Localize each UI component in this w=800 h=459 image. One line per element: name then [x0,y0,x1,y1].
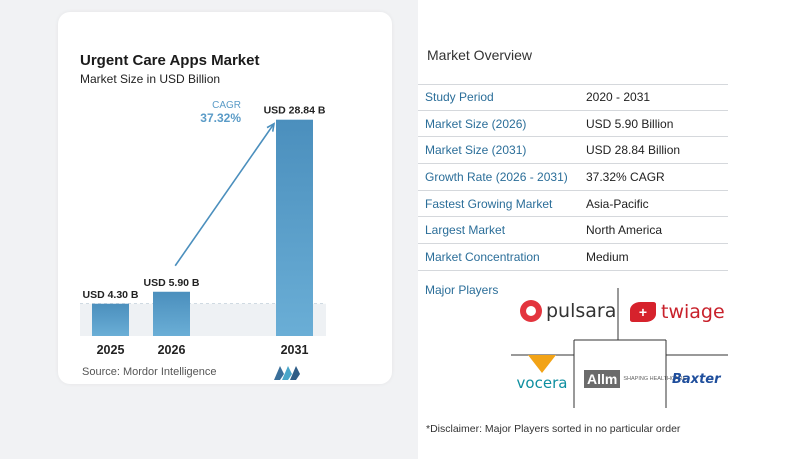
chart-title: Urgent Care Apps Market [80,52,260,69]
major-players-title: Major Players [425,283,499,297]
row-key: Fastest Growing Market [425,196,553,211]
bar-2026 [153,291,190,336]
table-row: Fastest Growing Market Asia-Pacific [418,191,728,218]
pulsara-icon [520,300,542,322]
allm-tagline: SHAPING HEALTHCARE [623,375,687,382]
row-key: Study Period [425,90,494,105]
vocera-name: vocera [516,374,568,392]
tick-label-2031: 2031 [281,343,309,357]
twiage-name: twiage [661,301,725,323]
twiage-cross-icon: + [630,302,656,322]
row-value: Asia-Pacific [586,196,649,211]
chart-card: Urgent Care Apps Market Market Size in U… [58,12,392,384]
twiage-logo: + twiage [630,301,725,323]
table-row: Growth Rate (2026 - 2031) 37.32% CAGR [418,164,728,191]
bar-2031 [276,119,313,336]
pulsara-name: pulsara [546,300,617,322]
row-value: 2020 - 2031 [586,90,651,105]
row-key: Growth Rate (2026 - 2031) [425,169,568,184]
row-value: USD 5.90 Billion [586,116,674,131]
table-row: Market Size (2026) USD 5.90 Billion [418,111,728,138]
table-row: Study Period 2020 - 2031 [418,84,728,111]
cagr-label: CAGR [212,100,241,111]
chart-subtitle: Market Size in USD Billion [80,72,221,86]
row-value: Medium [586,249,629,264]
pulsara-logo: pulsara [520,300,616,322]
cagr-arrow-head [266,122,276,132]
value-label-2031: USD 28.84 B [264,105,326,117]
table-row: Largest Market North America [418,217,728,245]
baxter-logo: Baxter [672,372,721,387]
mordor-logo-icon [274,366,300,380]
allm-logo: Allm SHAPING HEALTHCARE [584,370,686,388]
source-text: Source: Mordor Intelligence [82,366,217,378]
table-row: Market Concentration Medium [418,244,728,271]
overview-table: Study Period 2020 - 2031 Market Size (202… [418,84,728,271]
row-key: Largest Market [425,223,506,238]
tick-label-2026: 2026 [158,343,186,357]
row-value: North America [586,223,663,238]
row-key: Market Concentration [425,249,540,264]
row-value: USD 28.84 Billion [586,143,681,158]
vocera-logo: vocera [514,355,570,392]
row-key: Market Size (2031) [425,143,527,158]
value-label-2025: USD 4.30 B [82,289,138,301]
tick-label-2025: 2025 [97,343,125,357]
cagr-arrow [174,123,275,267]
table-row: Market Size (2031) USD 28.84 Billion [418,137,728,165]
value-label-2026: USD 5.90 B [143,277,199,289]
market-overview-panel: Market Overview Study Period 2020 - 2031 … [418,0,800,459]
row-value: 37.32% CAGR [586,169,665,184]
disclaimer-text: *Disclaimer: Major Players sorted in no … [426,423,681,435]
allm-name: Allm [584,370,621,388]
bar-chart: USD 4.30 B 2025 USD 5.90 B 2026 USD 28.84 B 2… [80,100,326,357]
vocera-v-icon [528,355,556,373]
row-key: Market Size (2026) [425,116,527,131]
overview-title: Market Overview [427,47,533,63]
bar-2025 [92,303,129,336]
players-grid-lines [511,288,728,408]
cagr-value: 37.32% [200,111,241,125]
